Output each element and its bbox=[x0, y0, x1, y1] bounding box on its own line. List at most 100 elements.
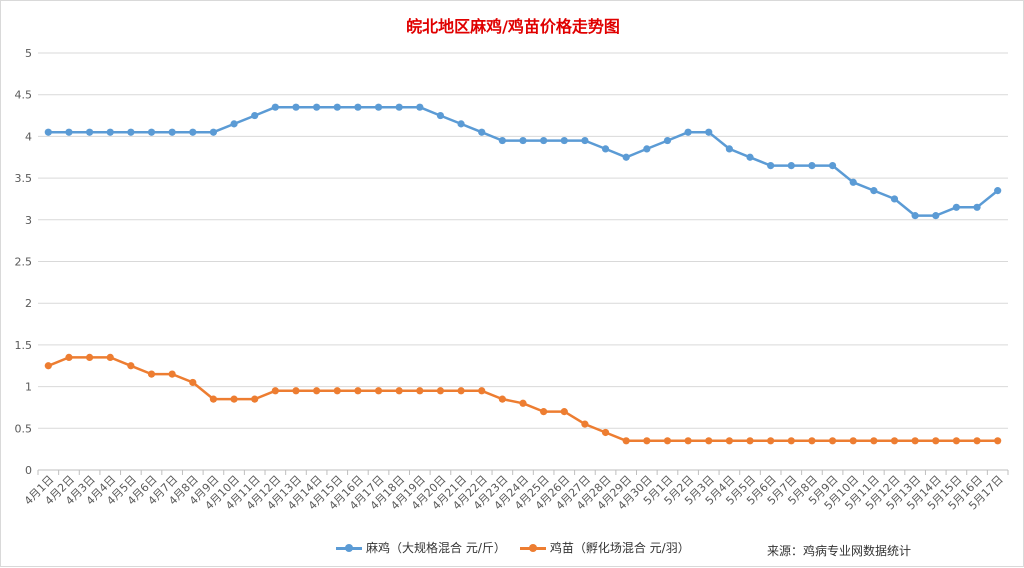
data-point-series-2 bbox=[292, 387, 300, 395]
data-point-series-1 bbox=[890, 195, 899, 203]
data-point-series-1 bbox=[478, 128, 486, 136]
data-point-series-2 bbox=[251, 395, 259, 403]
data-point-series-1 bbox=[828, 161, 837, 170]
data-point-series-2 bbox=[354, 387, 362, 395]
data-point-series-2 bbox=[911, 437, 919, 445]
data-point-series-1 bbox=[292, 103, 300, 111]
data-point-series-2 bbox=[498, 395, 506, 403]
data-point-series-1 bbox=[416, 103, 424, 111]
data-point-series-1 bbox=[932, 212, 940, 220]
data-point-series-2 bbox=[663, 437, 672, 445]
data-point-series-1 bbox=[746, 153, 754, 161]
data-point-series-1 bbox=[498, 136, 506, 145]
legend-item-series-2: 鸡苗（孵化场混合 元/羽） bbox=[519, 539, 690, 556]
data-point-series-2 bbox=[436, 387, 445, 395]
data-point-series-1 bbox=[663, 136, 672, 145]
data-point-series-1 bbox=[189, 128, 197, 136]
data-point-series-2 bbox=[622, 437, 630, 445]
data-point-series-1 bbox=[870, 187, 878, 195]
data-point-series-2 bbox=[519, 399, 527, 407]
data-point-series-2 bbox=[65, 353, 73, 362]
legend-label-series-1: 麻鸡（大规格混合 元/斤） bbox=[366, 541, 506, 555]
data-point-series-2 bbox=[808, 437, 816, 445]
data-point-series-1 bbox=[65, 128, 73, 136]
data-point-series-2 bbox=[313, 387, 321, 395]
series-line-1 bbox=[48, 105, 999, 217]
data-point-series-1 bbox=[787, 161, 795, 170]
data-point-series-1 bbox=[271, 103, 279, 111]
y-tick-label: 2 bbox=[25, 297, 32, 310]
data-point-series-2 bbox=[395, 387, 403, 395]
data-point-series-1 bbox=[994, 187, 1002, 195]
data-point-series-2 bbox=[147, 370, 156, 378]
data-point-series-1 bbox=[560, 136, 568, 145]
data-point-series-2 bbox=[44, 362, 52, 370]
y-tick-label: 5 bbox=[25, 47, 32, 60]
data-point-series-1 bbox=[725, 145, 733, 153]
y-tick-label: 0.5 bbox=[15, 422, 33, 435]
data-point-series-2 bbox=[581, 420, 589, 428]
legend: 麻鸡（大规格混合 元/斤） 鸡苗（孵化场混合 元/羽） bbox=[336, 539, 704, 556]
data-point-series-2 bbox=[643, 437, 651, 445]
data-point-series-1 bbox=[705, 128, 713, 136]
y-tick-label: 0 bbox=[25, 464, 32, 477]
y-tick-label: 3.5 bbox=[15, 172, 33, 185]
data-point-series-2 bbox=[973, 437, 981, 445]
data-point-series-1 bbox=[127, 128, 135, 136]
data-point-series-2 bbox=[85, 353, 94, 362]
data-point-series-2 bbox=[333, 387, 341, 395]
data-point-series-1 bbox=[519, 136, 527, 145]
data-point-series-2 bbox=[374, 387, 383, 395]
data-point-series-1 bbox=[374, 103, 383, 111]
data-point-series-2 bbox=[416, 387, 424, 395]
data-point-series-2 bbox=[189, 378, 197, 387]
data-point-series-2 bbox=[457, 387, 465, 395]
data-point-series-1 bbox=[44, 128, 52, 136]
data-point-series-1 bbox=[106, 128, 114, 136]
data-point-series-1 bbox=[684, 128, 692, 136]
data-point-series-1 bbox=[395, 103, 403, 111]
data-point-series-1 bbox=[581, 136, 589, 145]
data-point-series-1 bbox=[952, 203, 961, 211]
data-point-series-2 bbox=[746, 437, 754, 445]
data-point-series-1 bbox=[313, 103, 321, 111]
y-tick-label: 4.5 bbox=[15, 89, 33, 102]
data-point-series-2 bbox=[540, 408, 548, 416]
legend-swatch-series-1 bbox=[336, 543, 362, 553]
data-point-series-1 bbox=[973, 203, 981, 211]
data-point-series-2 bbox=[890, 437, 899, 445]
data-point-series-2 bbox=[106, 353, 114, 362]
data-point-series-2 bbox=[230, 395, 238, 403]
data-point-series-1 bbox=[436, 111, 445, 120]
data-point-series-1 bbox=[849, 178, 857, 186]
data-point-series-2 bbox=[168, 370, 176, 378]
data-point-series-1 bbox=[767, 161, 775, 170]
data-point-series-2 bbox=[828, 437, 837, 445]
legend-item-series-1: 麻鸡（大规格混合 元/斤） bbox=[336, 539, 506, 556]
data-point-series-2 bbox=[767, 437, 775, 445]
y-tick-label: 3 bbox=[25, 214, 32, 227]
data-point-series-2 bbox=[560, 408, 568, 416]
data-point-series-2 bbox=[684, 437, 692, 445]
data-point-series-1 bbox=[911, 212, 919, 220]
y-tick-label: 2.5 bbox=[15, 256, 33, 269]
data-point-series-1 bbox=[354, 103, 362, 111]
data-point-series-1 bbox=[333, 103, 341, 111]
data-point-series-2 bbox=[849, 437, 857, 445]
data-point-series-2 bbox=[994, 437, 1002, 445]
data-point-series-1 bbox=[622, 153, 630, 161]
data-point-series-2 bbox=[601, 428, 610, 437]
data-point-series-2 bbox=[870, 437, 878, 445]
chart-title: 皖北地区麻鸡/鸡苗价格走势图 bbox=[406, 17, 620, 36]
data-point-series-1 bbox=[147, 128, 156, 136]
data-point-series-2 bbox=[787, 437, 795, 445]
data-point-series-1 bbox=[601, 145, 610, 153]
source-note: 来源：鸡病专业网数据统计 bbox=[767, 544, 912, 558]
data-point-series-1 bbox=[230, 120, 238, 128]
data-point-series-2 bbox=[209, 395, 218, 403]
data-point-series-2 bbox=[478, 387, 486, 395]
data-point-series-1 bbox=[808, 161, 816, 170]
legend-label-series-2: 鸡苗（孵化场混合 元/羽） bbox=[549, 541, 690, 555]
